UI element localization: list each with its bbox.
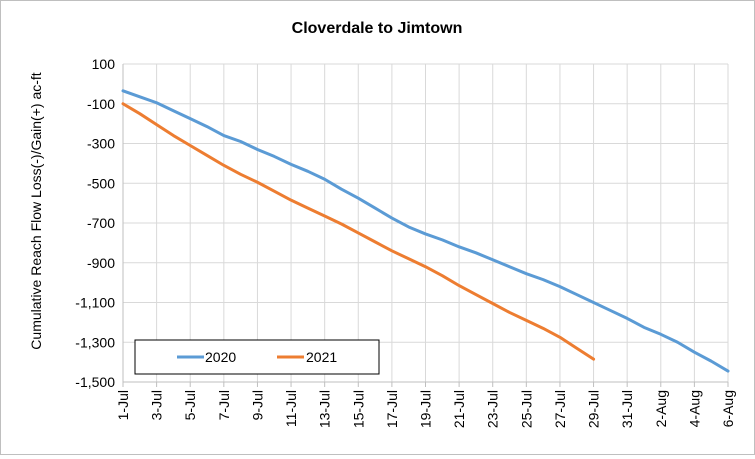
x-tick-label: 5-Jul (182, 390, 198, 420)
x-tick-label: 2-Aug (653, 390, 669, 427)
y-axis-label: Cumulative Reach Flow Loss(-)/Gain(+) ac… (28, 72, 44, 349)
x-tick-label: 25-Jul (518, 390, 534, 428)
x-tick-label: 19-Jul (418, 390, 434, 428)
series-line-2021 (121, 102, 596, 361)
x-tick-label: 15-Jul (350, 390, 366, 428)
x-tick-label: 4-Aug (686, 390, 702, 427)
legend: 2020 2021 (134, 339, 380, 375)
legend-box (134, 339, 380, 375)
x-tick-label: 13-Jul (317, 390, 333, 428)
y-tick-label: -500 (87, 175, 115, 191)
x-tick-label: 1-Jul (115, 390, 131, 420)
x-tick-label: 29-Jul (586, 390, 602, 428)
x-tick-label: 6-Aug (720, 390, 736, 427)
x-tick-label: 27-Jul (552, 390, 568, 428)
y-tick-label: -700 (87, 215, 115, 231)
y-tick-label: 100 (92, 56, 116, 72)
x-tick-label: 21-Jul (451, 390, 467, 428)
y-tick-label: -1,100 (75, 295, 115, 311)
x-tick-label: 7-Jul (216, 390, 232, 420)
series-line-2020 (121, 89, 730, 373)
legend-label-2021: 2021 (306, 349, 337, 365)
x-tick-label: 3-Jul (149, 390, 165, 420)
x-tick-label: 17-Jul (384, 390, 400, 428)
y-tick-label: -900 (87, 255, 115, 271)
y-tick-label: -300 (87, 136, 115, 152)
x-tick-label: 11-Jul (283, 390, 299, 427)
x-tick-label: 31-Jul (619, 390, 635, 428)
series-lines (121, 89, 730, 373)
y-tick-label: -1,300 (75, 334, 115, 350)
chart-title: Cloverdale to Jimtown (292, 20, 463, 37)
axes: 100 -100 -300 -500 -700 -900 -1,100 -1,300 -1,50… (75, 56, 736, 428)
gridlines (122, 63, 729, 383)
y-tick-label: -100 (87, 96, 115, 112)
x-tick-label: 23-Jul (485, 390, 501, 428)
y-tick-label: -1,500 (75, 374, 115, 390)
x-tick-label: 9-Jul (249, 390, 265, 420)
legend-label-2020: 2020 (205, 349, 236, 365)
